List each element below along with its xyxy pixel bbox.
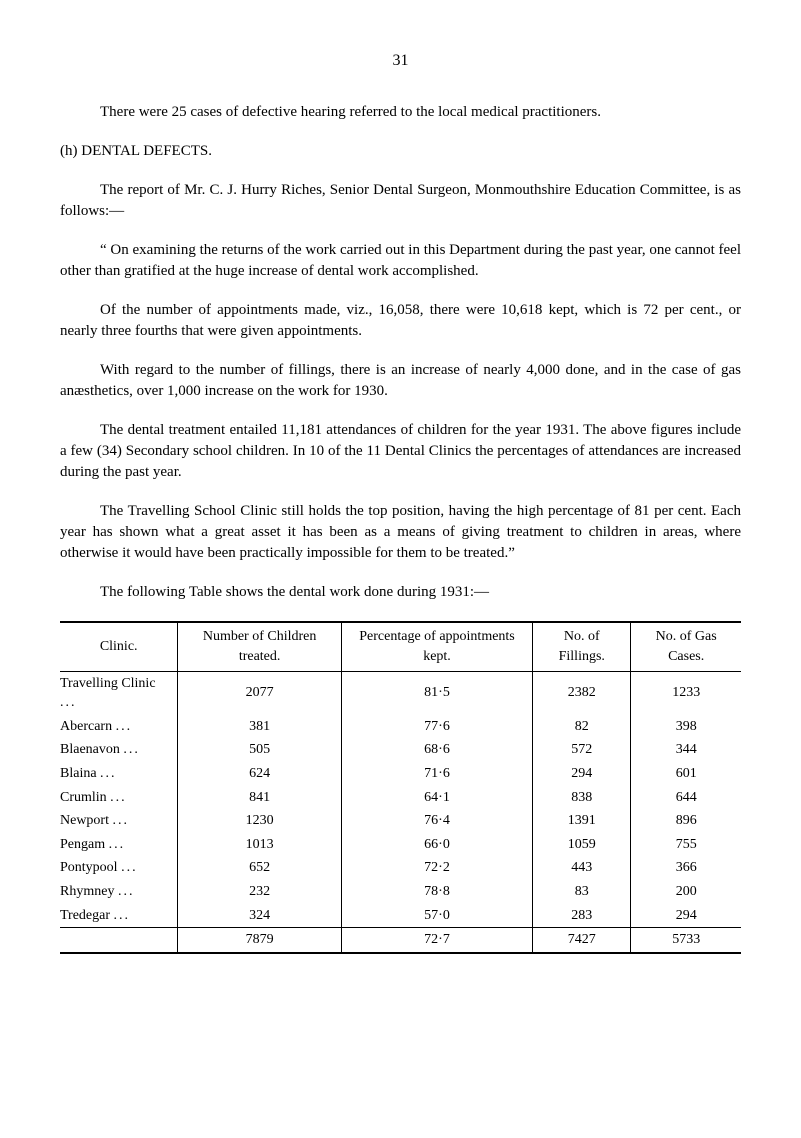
- table-body: Travelling Clinic ...207781·523821233Abe…: [60, 671, 741, 928]
- paragraph-2: The report of Mr. C. J. Hurry Riches, Se…: [60, 180, 741, 222]
- pct-cell: 76·4: [341, 809, 532, 833]
- pct-cell: 57·0: [341, 904, 532, 928]
- table-row: Blaina ...62471·6294601: [60, 762, 741, 786]
- fillings-cell: 572: [533, 738, 631, 762]
- pct-cell: 72·2: [341, 856, 532, 880]
- treated-cell: 1230: [178, 809, 341, 833]
- fillings-cell: 2382: [533, 671, 631, 715]
- table-row: Rhymney ...23278·883200: [60, 880, 741, 904]
- treated-cell: 232: [178, 880, 341, 904]
- pct-cell: 78·8: [341, 880, 532, 904]
- pct-cell: 68·6: [341, 738, 532, 762]
- paragraph-6: The dental treatment entailed 11,181 att…: [60, 420, 741, 483]
- col-fillings: No. of Fillings.: [533, 622, 631, 671]
- clinic-cell: Pengam ...: [60, 833, 178, 857]
- paragraph-intro: There were 25 cases of defective hearing…: [60, 102, 741, 123]
- clinic-cell: Newport ...: [60, 809, 178, 833]
- table-row: Blaenavon ...50568·6572344: [60, 738, 741, 762]
- gas-cell: 1233: [631, 671, 741, 715]
- gas-cell: 601: [631, 762, 741, 786]
- col-pct: Percentage of appointments kept.: [341, 622, 532, 671]
- table-row: Abercarn ...38177·682398: [60, 715, 741, 739]
- paragraph-5: With regard to the number of fillings, t…: [60, 360, 741, 402]
- fillings-cell: 83: [533, 880, 631, 904]
- treated-cell: 505: [178, 738, 341, 762]
- fillings-cell: 294: [533, 762, 631, 786]
- fillings-cell: 443: [533, 856, 631, 880]
- paragraph-8: The following Table shows the dental wor…: [60, 582, 741, 603]
- clinic-cell: Blaenavon ...: [60, 738, 178, 762]
- gas-cell: 366: [631, 856, 741, 880]
- fillings-cell: 283: [533, 904, 631, 928]
- table-row: Crumlin ...84164·1838644: [60, 786, 741, 810]
- gas-cell: 755: [631, 833, 741, 857]
- treated-cell: 624: [178, 762, 341, 786]
- total-fillings: 7427: [533, 928, 631, 953]
- clinic-cell: Abercarn ...: [60, 715, 178, 739]
- treated-cell: 1013: [178, 833, 341, 857]
- table-row: Travelling Clinic ...207781·523821233: [60, 671, 741, 715]
- table-total-row: 7879 72·7 7427 5733: [60, 928, 741, 953]
- dental-work-table: Clinic. Number of Children treated. Perc…: [60, 621, 741, 953]
- table-row: Pengam ...101366·01059755: [60, 833, 741, 857]
- gas-cell: 644: [631, 786, 741, 810]
- pct-cell: 64·1: [341, 786, 532, 810]
- pct-cell: 81·5: [341, 671, 532, 715]
- section-heading-h: (h) DENTAL DEFECTS.: [60, 141, 741, 162]
- clinic-cell: Travelling Clinic ...: [60, 671, 178, 715]
- treated-cell: 2077: [178, 671, 341, 715]
- treated-cell: 841: [178, 786, 341, 810]
- fillings-cell: 82: [533, 715, 631, 739]
- table-row: Tredegar ...32457·0283294: [60, 904, 741, 928]
- gas-cell: 344: [631, 738, 741, 762]
- total-treated: 7879: [178, 928, 341, 953]
- pct-cell: 71·6: [341, 762, 532, 786]
- gas-cell: 294: [631, 904, 741, 928]
- table-row: Pontypool ...65272·2443366: [60, 856, 741, 880]
- clinic-cell: Pontypool ...: [60, 856, 178, 880]
- pct-cell: 66·0: [341, 833, 532, 857]
- treated-cell: 324: [178, 904, 341, 928]
- table-header-row: Clinic. Number of Children treated. Perc…: [60, 622, 741, 671]
- treated-cell: 652: [178, 856, 341, 880]
- paragraph-7: The Travelling School Clinic still holds…: [60, 501, 741, 564]
- gas-cell: 200: [631, 880, 741, 904]
- clinic-cell: Tredegar ...: [60, 904, 178, 928]
- fillings-cell: 838: [533, 786, 631, 810]
- col-treated: Number of Children treated.: [178, 622, 341, 671]
- col-clinic: Clinic.: [60, 622, 178, 671]
- gas-cell: 896: [631, 809, 741, 833]
- pct-cell: 77·6: [341, 715, 532, 739]
- clinic-cell: Rhymney ...: [60, 880, 178, 904]
- clinic-cell: Blaina ...: [60, 762, 178, 786]
- paragraph-4: Of the number of appointments made, viz.…: [60, 300, 741, 342]
- fillings-cell: 1391: [533, 809, 631, 833]
- total-pct: 72·7: [341, 928, 532, 953]
- gas-cell: 398: [631, 715, 741, 739]
- total-blank: [60, 928, 178, 953]
- col-gas: No. of Gas Cases.: [631, 622, 741, 671]
- fillings-cell: 1059: [533, 833, 631, 857]
- page-number: 31: [60, 50, 741, 72]
- treated-cell: 381: [178, 715, 341, 739]
- table-row: Newport ...123076·41391896: [60, 809, 741, 833]
- clinic-cell: Crumlin ...: [60, 786, 178, 810]
- paragraph-3: “ On examining the returns of the work c…: [60, 240, 741, 282]
- total-gas: 5733: [631, 928, 741, 953]
